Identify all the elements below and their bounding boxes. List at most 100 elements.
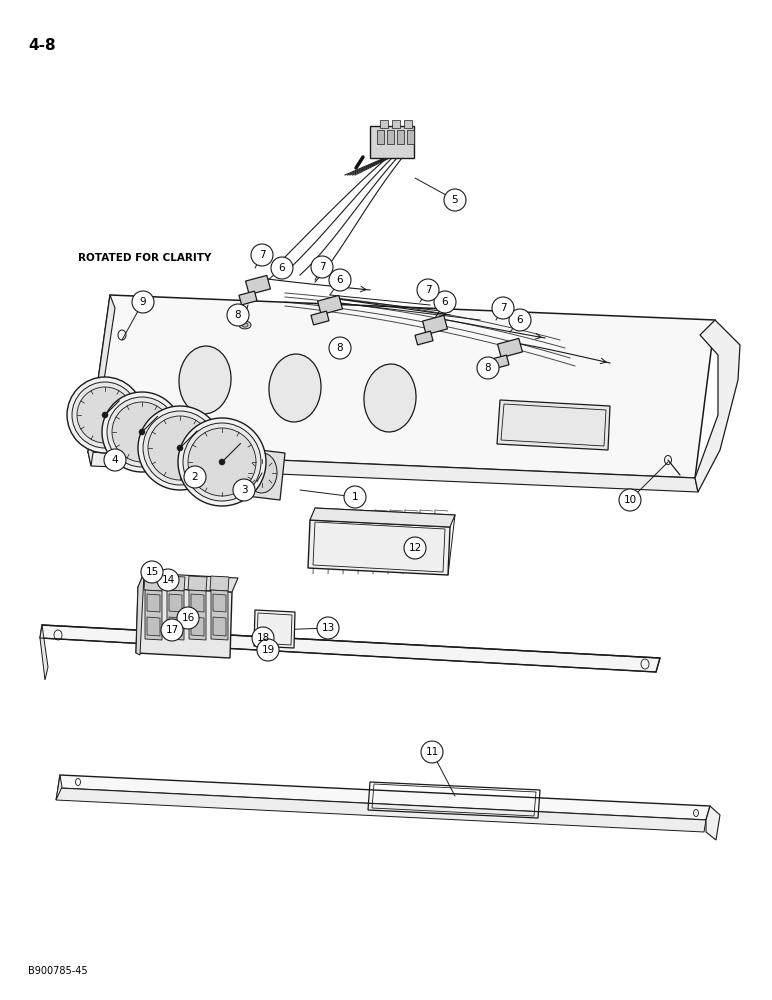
Polygon shape bbox=[147, 594, 160, 612]
Text: 14: 14 bbox=[161, 575, 174, 585]
Text: 15: 15 bbox=[145, 567, 158, 577]
Ellipse shape bbox=[479, 366, 491, 374]
Polygon shape bbox=[147, 617, 160, 636]
Polygon shape bbox=[239, 291, 257, 305]
Circle shape bbox=[404, 537, 426, 559]
Text: 7: 7 bbox=[425, 285, 432, 295]
Text: 8: 8 bbox=[235, 310, 242, 320]
Polygon shape bbox=[138, 573, 238, 592]
Circle shape bbox=[148, 416, 212, 480]
Text: 7: 7 bbox=[259, 250, 266, 260]
Circle shape bbox=[112, 402, 172, 462]
Circle shape bbox=[257, 639, 279, 661]
Text: 4: 4 bbox=[112, 455, 118, 465]
Polygon shape bbox=[213, 594, 226, 612]
Polygon shape bbox=[498, 338, 523, 358]
Circle shape bbox=[417, 279, 439, 301]
Circle shape bbox=[178, 418, 266, 506]
Circle shape bbox=[157, 569, 179, 591]
Polygon shape bbox=[145, 590, 162, 640]
Polygon shape bbox=[211, 590, 228, 640]
Text: 3: 3 bbox=[241, 485, 247, 495]
Text: 9: 9 bbox=[140, 297, 147, 307]
Text: 6: 6 bbox=[442, 297, 449, 307]
Text: 1: 1 bbox=[352, 492, 358, 502]
Circle shape bbox=[161, 619, 183, 641]
Polygon shape bbox=[311, 311, 329, 325]
Polygon shape bbox=[58, 775, 710, 820]
Circle shape bbox=[107, 397, 177, 467]
Ellipse shape bbox=[364, 364, 416, 432]
Text: 7: 7 bbox=[499, 303, 506, 313]
Polygon shape bbox=[491, 355, 509, 369]
Text: 10: 10 bbox=[624, 495, 637, 505]
Polygon shape bbox=[415, 331, 433, 345]
Text: 18: 18 bbox=[256, 633, 269, 643]
Circle shape bbox=[317, 617, 339, 639]
Text: 4-8: 4-8 bbox=[28, 38, 56, 53]
Circle shape bbox=[177, 607, 199, 629]
Circle shape bbox=[138, 406, 222, 490]
Circle shape bbox=[72, 382, 138, 448]
Polygon shape bbox=[144, 576, 163, 591]
Polygon shape bbox=[40, 625, 660, 672]
Bar bbox=[387, 130, 394, 144]
Polygon shape bbox=[497, 400, 610, 450]
Polygon shape bbox=[40, 625, 48, 680]
Text: 11: 11 bbox=[425, 747, 438, 757]
Text: 6: 6 bbox=[337, 275, 344, 285]
Ellipse shape bbox=[179, 346, 231, 414]
Text: 7: 7 bbox=[319, 262, 325, 272]
Circle shape bbox=[104, 449, 126, 471]
Circle shape bbox=[509, 309, 531, 331]
Polygon shape bbox=[695, 320, 740, 492]
Polygon shape bbox=[189, 590, 206, 640]
Circle shape bbox=[141, 561, 163, 583]
Bar bbox=[377, 130, 384, 144]
Ellipse shape bbox=[247, 453, 277, 493]
Text: 6: 6 bbox=[516, 315, 523, 325]
Polygon shape bbox=[210, 576, 229, 591]
Circle shape bbox=[183, 423, 261, 501]
Polygon shape bbox=[56, 788, 706, 832]
Polygon shape bbox=[254, 610, 295, 648]
Text: 6: 6 bbox=[279, 263, 286, 273]
Polygon shape bbox=[167, 590, 184, 640]
Circle shape bbox=[421, 741, 443, 763]
Polygon shape bbox=[370, 126, 414, 158]
Polygon shape bbox=[88, 452, 698, 492]
Polygon shape bbox=[245, 275, 270, 295]
Circle shape bbox=[434, 291, 456, 313]
Polygon shape bbox=[169, 594, 182, 612]
Circle shape bbox=[227, 304, 249, 326]
Polygon shape bbox=[88, 295, 115, 466]
Circle shape bbox=[619, 489, 641, 511]
Circle shape bbox=[233, 479, 255, 501]
Circle shape bbox=[143, 411, 217, 485]
Polygon shape bbox=[191, 594, 204, 612]
Circle shape bbox=[177, 445, 183, 451]
Ellipse shape bbox=[482, 368, 488, 372]
Polygon shape bbox=[310, 508, 455, 527]
Polygon shape bbox=[56, 775, 62, 800]
Text: ROTATED FOR CLARITY: ROTATED FOR CLARITY bbox=[78, 253, 212, 263]
Text: B900785-45: B900785-45 bbox=[28, 966, 88, 976]
Circle shape bbox=[492, 297, 514, 319]
Polygon shape bbox=[706, 806, 720, 840]
Text: 17: 17 bbox=[165, 625, 178, 635]
Text: 16: 16 bbox=[181, 613, 195, 623]
Circle shape bbox=[77, 387, 133, 443]
Ellipse shape bbox=[337, 346, 343, 350]
Text: 13: 13 bbox=[321, 623, 334, 633]
Polygon shape bbox=[317, 295, 343, 315]
Circle shape bbox=[329, 337, 351, 359]
Circle shape bbox=[139, 429, 145, 435]
Bar bbox=[407, 130, 414, 144]
Circle shape bbox=[188, 428, 256, 496]
Polygon shape bbox=[169, 617, 182, 636]
Circle shape bbox=[444, 189, 466, 211]
Ellipse shape bbox=[239, 321, 251, 329]
Ellipse shape bbox=[269, 354, 321, 422]
Bar bbox=[404, 120, 412, 128]
Polygon shape bbox=[422, 315, 448, 335]
